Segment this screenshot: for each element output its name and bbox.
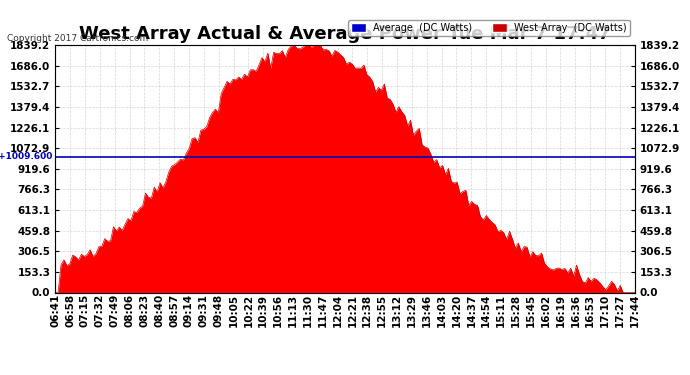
Text: +1009.600: +1009.600 — [0, 152, 52, 161]
Text: Copyright 2017 Cartronics.com: Copyright 2017 Cartronics.com — [7, 34, 148, 43]
Title: West Array Actual & Average Power Tue Mar 7 17:47: West Array Actual & Average Power Tue Ma… — [79, 26, 611, 44]
Legend: Average  (DC Watts), West Array  (DC Watts): Average (DC Watts), West Array (DC Watts… — [348, 20, 630, 36]
